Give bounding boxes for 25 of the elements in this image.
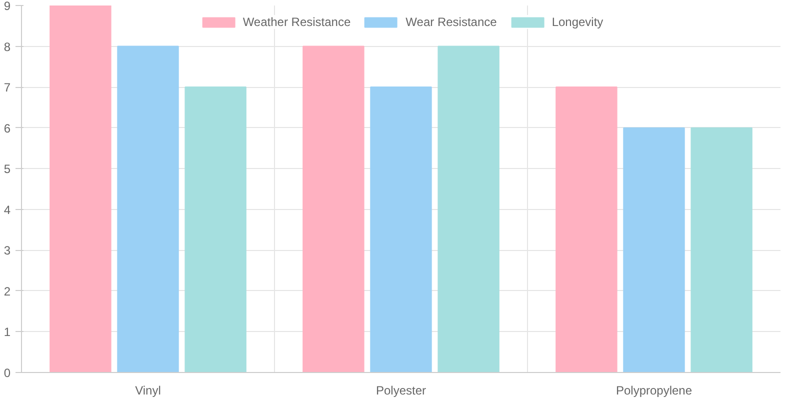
bar [690, 127, 752, 372]
y-tick-label: 9 [4, 0, 11, 13]
y-tick-label: 0 [4, 366, 11, 380]
x-tick-label: Polypropylene [616, 384, 692, 398]
bar [556, 86, 618, 372]
x-tick-label: Polyester [376, 384, 426, 398]
y-tick-label: 8 [4, 40, 11, 54]
bar [50, 6, 112, 372]
y-tick-label: 6 [4, 121, 11, 136]
bar [438, 46, 500, 372]
legend-label: Longevity [552, 15, 604, 29]
legend-label: Weather Resistance [242, 15, 351, 29]
bar [302, 46, 364, 372]
bar [117, 46, 179, 372]
y-tick-label: 4 [4, 202, 11, 217]
bar [623, 127, 685, 372]
y-tick-label: 7 [4, 80, 11, 95]
bar [370, 86, 432, 372]
x-tick-label: Vinyl [135, 384, 161, 398]
bar [184, 86, 246, 372]
legend-label: Wear Resistance [406, 15, 497, 29]
y-tick-label: 2 [4, 284, 11, 298]
y-tick-label: 5 [4, 162, 11, 176]
y-tick-label: 1 [4, 325, 11, 340]
y-tick-label: 3 [4, 244, 11, 258]
